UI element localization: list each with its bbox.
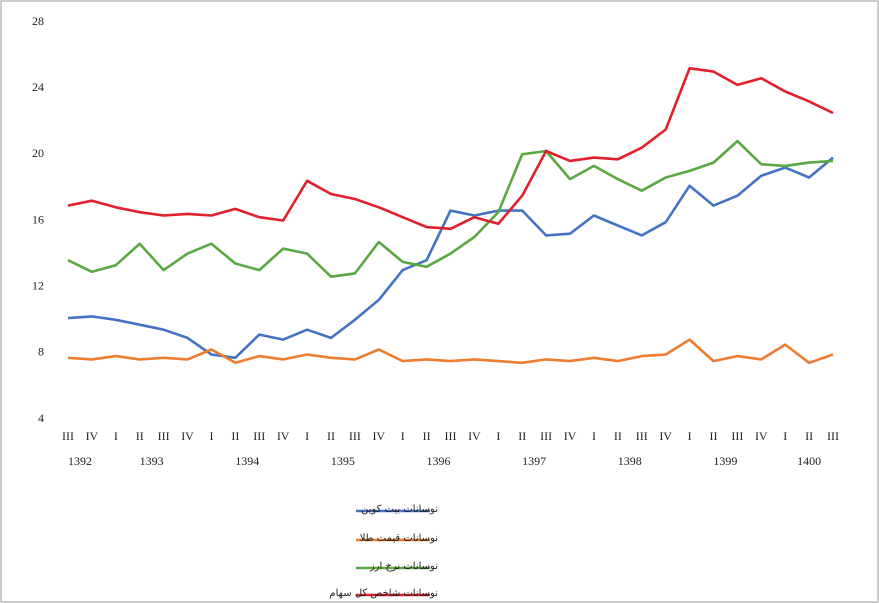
x-tick-label: IV <box>468 429 481 443</box>
x-tick-label: III <box>62 429 74 443</box>
x-tick-label: IV <box>277 429 290 443</box>
x-tick-label: II <box>231 429 239 443</box>
year-label: 1400 <box>797 454 821 468</box>
series-line <box>67 139 834 278</box>
x-tick-label: I <box>305 429 309 443</box>
year-label: 1396 <box>427 454 451 468</box>
y-tick-label: 4 <box>38 411 44 425</box>
series-line <box>67 156 834 360</box>
x-tick-label: III <box>253 429 265 443</box>
x-tick-label: IV <box>659 429 672 443</box>
x-tick-label: I <box>592 429 596 443</box>
y-tick-label: 24 <box>32 80 44 94</box>
x-tick-label: III <box>731 429 743 443</box>
y-tick-label: 8 <box>38 345 44 359</box>
x-tick-label: III <box>445 429 457 443</box>
x-tick-label: IV <box>86 429 99 443</box>
x-tick-label: IV <box>755 429 768 443</box>
x-tick-label: I <box>114 429 118 443</box>
y-tick-label: 16 <box>32 212 44 226</box>
x-tick-label: I <box>209 429 213 443</box>
x-tick-label: III <box>827 429 839 443</box>
x-tick-label: I <box>783 429 787 443</box>
legend-label: نوسانات بیت کوین <box>361 504 438 515</box>
year-label: 1395 <box>331 454 355 468</box>
year-label: 1393 <box>140 454 164 468</box>
year-label: 1398 <box>618 454 642 468</box>
year-label: 1394 <box>235 454 259 468</box>
x-tick-label: II <box>709 429 717 443</box>
x-tick-label: IV <box>372 429 385 443</box>
series-line <box>67 338 834 365</box>
x-tick-label: III <box>540 429 552 443</box>
legend-label: نوسانات شاخص کل سهام <box>329 588 438 599</box>
y-tick-label: 28 <box>32 14 44 28</box>
x-tick-label: IV <box>564 429 577 443</box>
x-tick-label: II <box>614 429 622 443</box>
legend-label: نوسانات قیمت طلا <box>360 533 438 544</box>
x-tick-label: II <box>518 429 526 443</box>
x-tick-label: IV <box>181 429 194 443</box>
x-tick-label: II <box>423 429 431 443</box>
x-tick-label: II <box>805 429 813 443</box>
year-label: 1392 <box>68 454 92 468</box>
x-tick-label: II <box>327 429 335 443</box>
year-label: 1399 <box>713 454 737 468</box>
legend-label: نوسانات نرخ ارز <box>369 561 438 572</box>
x-tick-label: III <box>158 429 170 443</box>
x-tick-label: II <box>136 429 144 443</box>
x-tick-label: III <box>349 429 361 443</box>
series-line <box>67 67 834 231</box>
x-tick-label: I <box>496 429 500 443</box>
x-tick-label: I <box>401 429 405 443</box>
x-tick-label: I <box>688 429 692 443</box>
y-tick-label: 12 <box>32 278 44 292</box>
x-tick-label: III <box>636 429 648 443</box>
year-label: 1397 <box>522 454 546 468</box>
y-tick-label: 20 <box>32 146 44 160</box>
